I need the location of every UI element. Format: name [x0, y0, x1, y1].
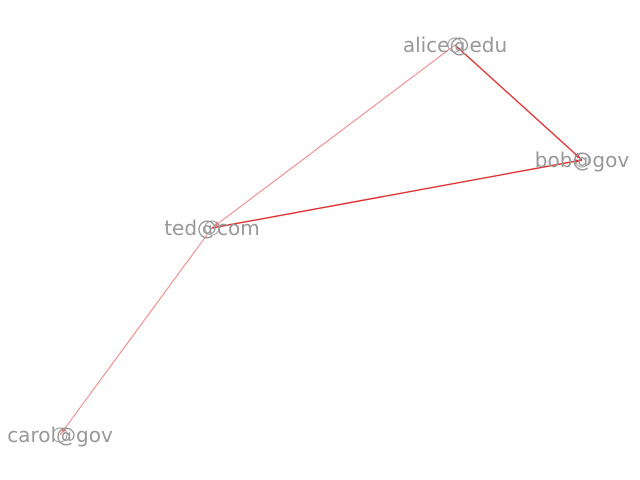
edges-layer	[59, 44, 583, 436]
edge-ted-carol	[59, 227, 213, 436]
edge-alice-ted	[211, 44, 456, 229]
node-bob	[574, 152, 590, 168]
node-alice	[447, 37, 463, 53]
edge-arrowhead-alice-bob	[574, 152, 581, 159]
node-label-carol: carol@gov	[7, 423, 113, 447]
nodes-layer: alice@edu bob@gov ted@com carol@gov	[7, 33, 629, 447]
edge-ted-bob	[211, 159, 583, 229]
edge-alice-bob	[454, 44, 583, 161]
node-label-ted: ted@com	[164, 216, 260, 240]
node-label-bob: bob@gov	[535, 148, 630, 172]
node-ted	[204, 220, 220, 236]
node-carol	[52, 427, 68, 443]
node-label-alice: alice@edu	[403, 33, 507, 57]
